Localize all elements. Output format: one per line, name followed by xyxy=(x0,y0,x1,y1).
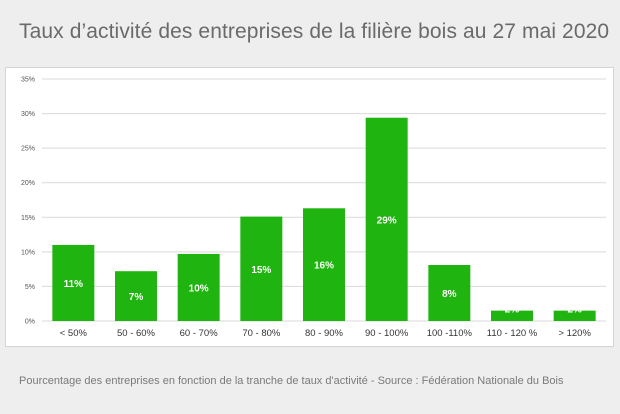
bar-value-label: 15% xyxy=(251,265,271,276)
bars xyxy=(52,117,596,321)
y-tick-label: 0% xyxy=(25,319,35,326)
x-category-label: > 120% xyxy=(558,328,591,339)
y-tick-label: 25% xyxy=(21,146,35,153)
bar-value-label: 10% xyxy=(189,283,209,294)
x-category-label: 100 -110% xyxy=(427,328,473,339)
bar xyxy=(52,244,95,321)
bar-chart: 0% 5% 10% 15% 20% 25% 30% 35% 11% 7% 10% 15% 16% 29%… xyxy=(21,77,606,339)
bar xyxy=(177,253,220,321)
chart-caption: Pourcentage des entreprises en fonction … xyxy=(19,375,564,387)
x-category-label: 50 - 60% xyxy=(117,328,156,339)
y-axis-ticks: 0% 5% 10% 15% 20% 25% 30% 35% xyxy=(21,77,35,326)
bar xyxy=(365,117,408,321)
bar-value-label: 8% xyxy=(442,289,457,300)
x-category-label: 110 - 120 % xyxy=(487,328,538,339)
y-tick-label: 15% xyxy=(21,215,35,222)
y-tick-label: 20% xyxy=(21,180,35,187)
bar xyxy=(240,216,283,321)
bar-value-label: 2% xyxy=(505,305,520,316)
bar-value-label: 7% xyxy=(129,292,144,303)
bar xyxy=(303,208,345,321)
x-category-label: < 50% xyxy=(60,328,88,339)
bar-value-label: 2% xyxy=(567,305,582,316)
bar xyxy=(115,271,157,321)
x-axis-categories: < 50% 50 - 60% 60 - 70% 70 - 80% 80 - 90% 90 … xyxy=(60,328,592,339)
x-category-label: 80 - 90% xyxy=(305,328,344,339)
bar xyxy=(553,310,596,321)
y-tick-label: 5% xyxy=(25,284,35,291)
y-tick-label: 30% xyxy=(21,111,35,118)
x-category-label: 90 - 100% xyxy=(365,328,409,339)
bar-value-label: 29% xyxy=(377,215,397,226)
y-tick-label: 10% xyxy=(21,249,35,256)
bar xyxy=(491,310,533,321)
chart-panel: 0% 5% 10% 15% 20% 25% 30% 35% 11% 7% 10% 15% 16% 29%… xyxy=(5,67,614,347)
bar xyxy=(428,264,471,321)
bar-value-label: 11% xyxy=(64,279,84,290)
bar-value-label: 16% xyxy=(314,261,334,272)
x-category-label: 70 - 80% xyxy=(242,328,281,339)
data-labels: 11% 7% 10% 15% 16% 29% 8% 2% 2% xyxy=(64,215,582,315)
page-title: Taux d’activité des entreprises de la fi… xyxy=(19,20,610,43)
x-category-label: 60 - 70% xyxy=(180,328,219,339)
y-tick-label: 35% xyxy=(21,77,35,84)
